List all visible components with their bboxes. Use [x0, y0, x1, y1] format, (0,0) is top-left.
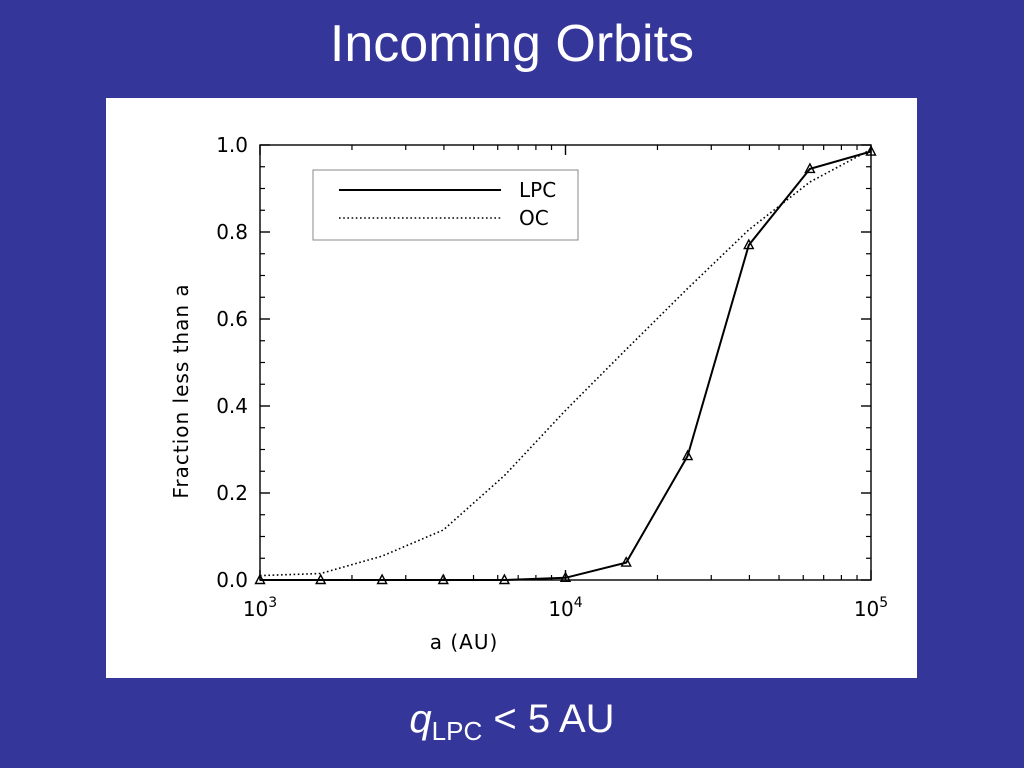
data-point-lpc — [865, 145, 877, 156]
caption-subscript: LPC — [431, 716, 483, 746]
y-axis-label: Fraction less than a — [169, 283, 193, 498]
x-tick-label: 104 — [548, 595, 582, 621]
y-tick-label: 0.4 — [216, 394, 248, 418]
x-tick-label: 105 — [854, 595, 888, 621]
caption-variable: q — [409, 697, 432, 741]
series-line-oc — [259, 148, 872, 577]
legend-label-lpc: LPC — [519, 178, 556, 202]
data-point-lpc — [376, 573, 388, 585]
data-point-lpc — [804, 162, 816, 174]
line-chart: 0.0 0.2 0.4 0.6 0.8 1.0 103 104 105 LPC OC a (AU)… — [169, 133, 888, 654]
x-axis-label: a (AU) — [430, 630, 499, 654]
data-point-lpc — [559, 571, 572, 583]
y-tick-label: 0.2 — [216, 481, 248, 505]
data-point-lpc — [315, 573, 327, 585]
data-point-lpc — [681, 449, 694, 461]
legend-label-oc: OC — [519, 206, 549, 230]
data-point-lpc — [437, 573, 449, 585]
x-tick-label: 103 — [243, 595, 277, 621]
y-tick-label: 0.0 — [216, 568, 248, 592]
data-point-lpc — [620, 556, 632, 567]
legend-box — [312, 169, 579, 241]
slide-caption: qLPC < 5 AU — [0, 697, 1024, 747]
series-line-lpc — [260, 150, 872, 581]
y-tick-label: 0.6 — [216, 307, 248, 331]
y-tick-label: 0.8 — [216, 220, 248, 244]
caption-text: < 5 AU — [482, 697, 615, 741]
data-point-lpc — [254, 573, 266, 585]
slide-title: Incoming Orbits — [329, 15, 695, 73]
data-point-lpc — [743, 238, 755, 250]
data-point-lpc — [498, 573, 511, 585]
chart-panel: 0.0 0.2 0.4 0.6 0.8 1.0 103 104 105 LPC OC a (AU)… — [106, 98, 917, 678]
y-tick-label: 1.0 — [216, 133, 248, 157]
